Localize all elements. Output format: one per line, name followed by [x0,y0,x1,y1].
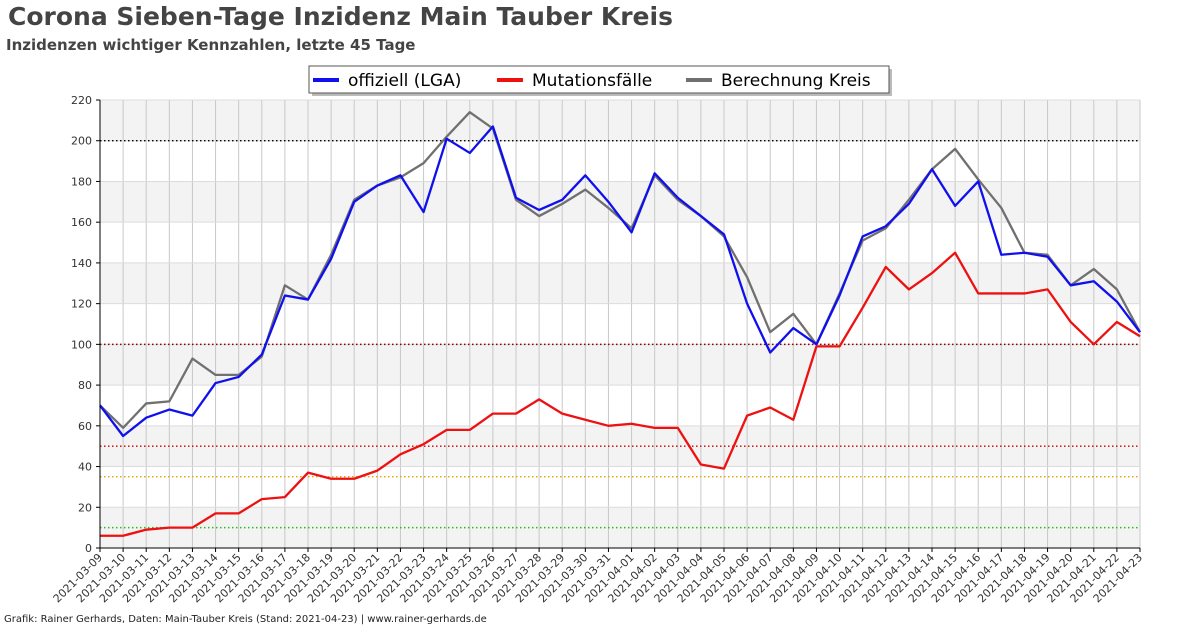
y-tick-label: 0 [85,542,92,555]
reference-lines [100,140,1140,529]
y-tick-label: 20 [78,501,92,514]
legend-label-offiziell-lga: offiziell (LGA) [348,71,461,91]
vertical-gridlines [99,100,1141,548]
y-tick-labels: 0 20 40 60 80 100 120 140 160 180 200 220 [71,94,92,555]
y-tick-label: 40 [78,461,92,474]
y-tick-label: 140 [71,257,92,270]
legend-label-berechnung-kreis: Berechnung Kreis [721,71,871,91]
y-tick-label: 120 [71,298,92,311]
band [100,100,1140,141]
y-tick-label: 160 [71,216,92,229]
background-bands [100,100,1140,548]
y-tick-label: 80 [78,379,92,392]
legend-label-mutationsf-lle: Mutationsfälle [532,71,652,91]
y-tick-label: 200 [71,135,92,148]
data-series [99,111,1142,537]
y-tick-label: 60 [78,420,92,433]
axes [96,99,1141,552]
horizontal-gridlines [100,99,1140,549]
legend: offiziell (LGA) Mutationsfälle Berechnung … [308,65,892,96]
x-tick-labels: 2021-03-092021-03-102021-03-112021-03-12… [51,551,1145,605]
y-tick-label: 180 [71,175,92,188]
chart-subtitle: Inzidenzen wichtiger Kennzahlen, letzte … [6,36,416,54]
band [100,344,1140,386]
y-tick-label: 100 [71,338,92,351]
legend-box [308,65,890,94]
series-line-offiziell-lga [99,125,1141,438]
series-line-mutationsf-lle [100,251,1141,537]
footer-credit: Grafik: Rainer Gerhards, Daten: Main-Tau… [4,614,487,625]
band [100,262,1140,304]
chart-title: Corona Sieben-Tage Inzidenz Main Tauber … [8,2,673,31]
y-tick-label: 220 [71,94,92,107]
